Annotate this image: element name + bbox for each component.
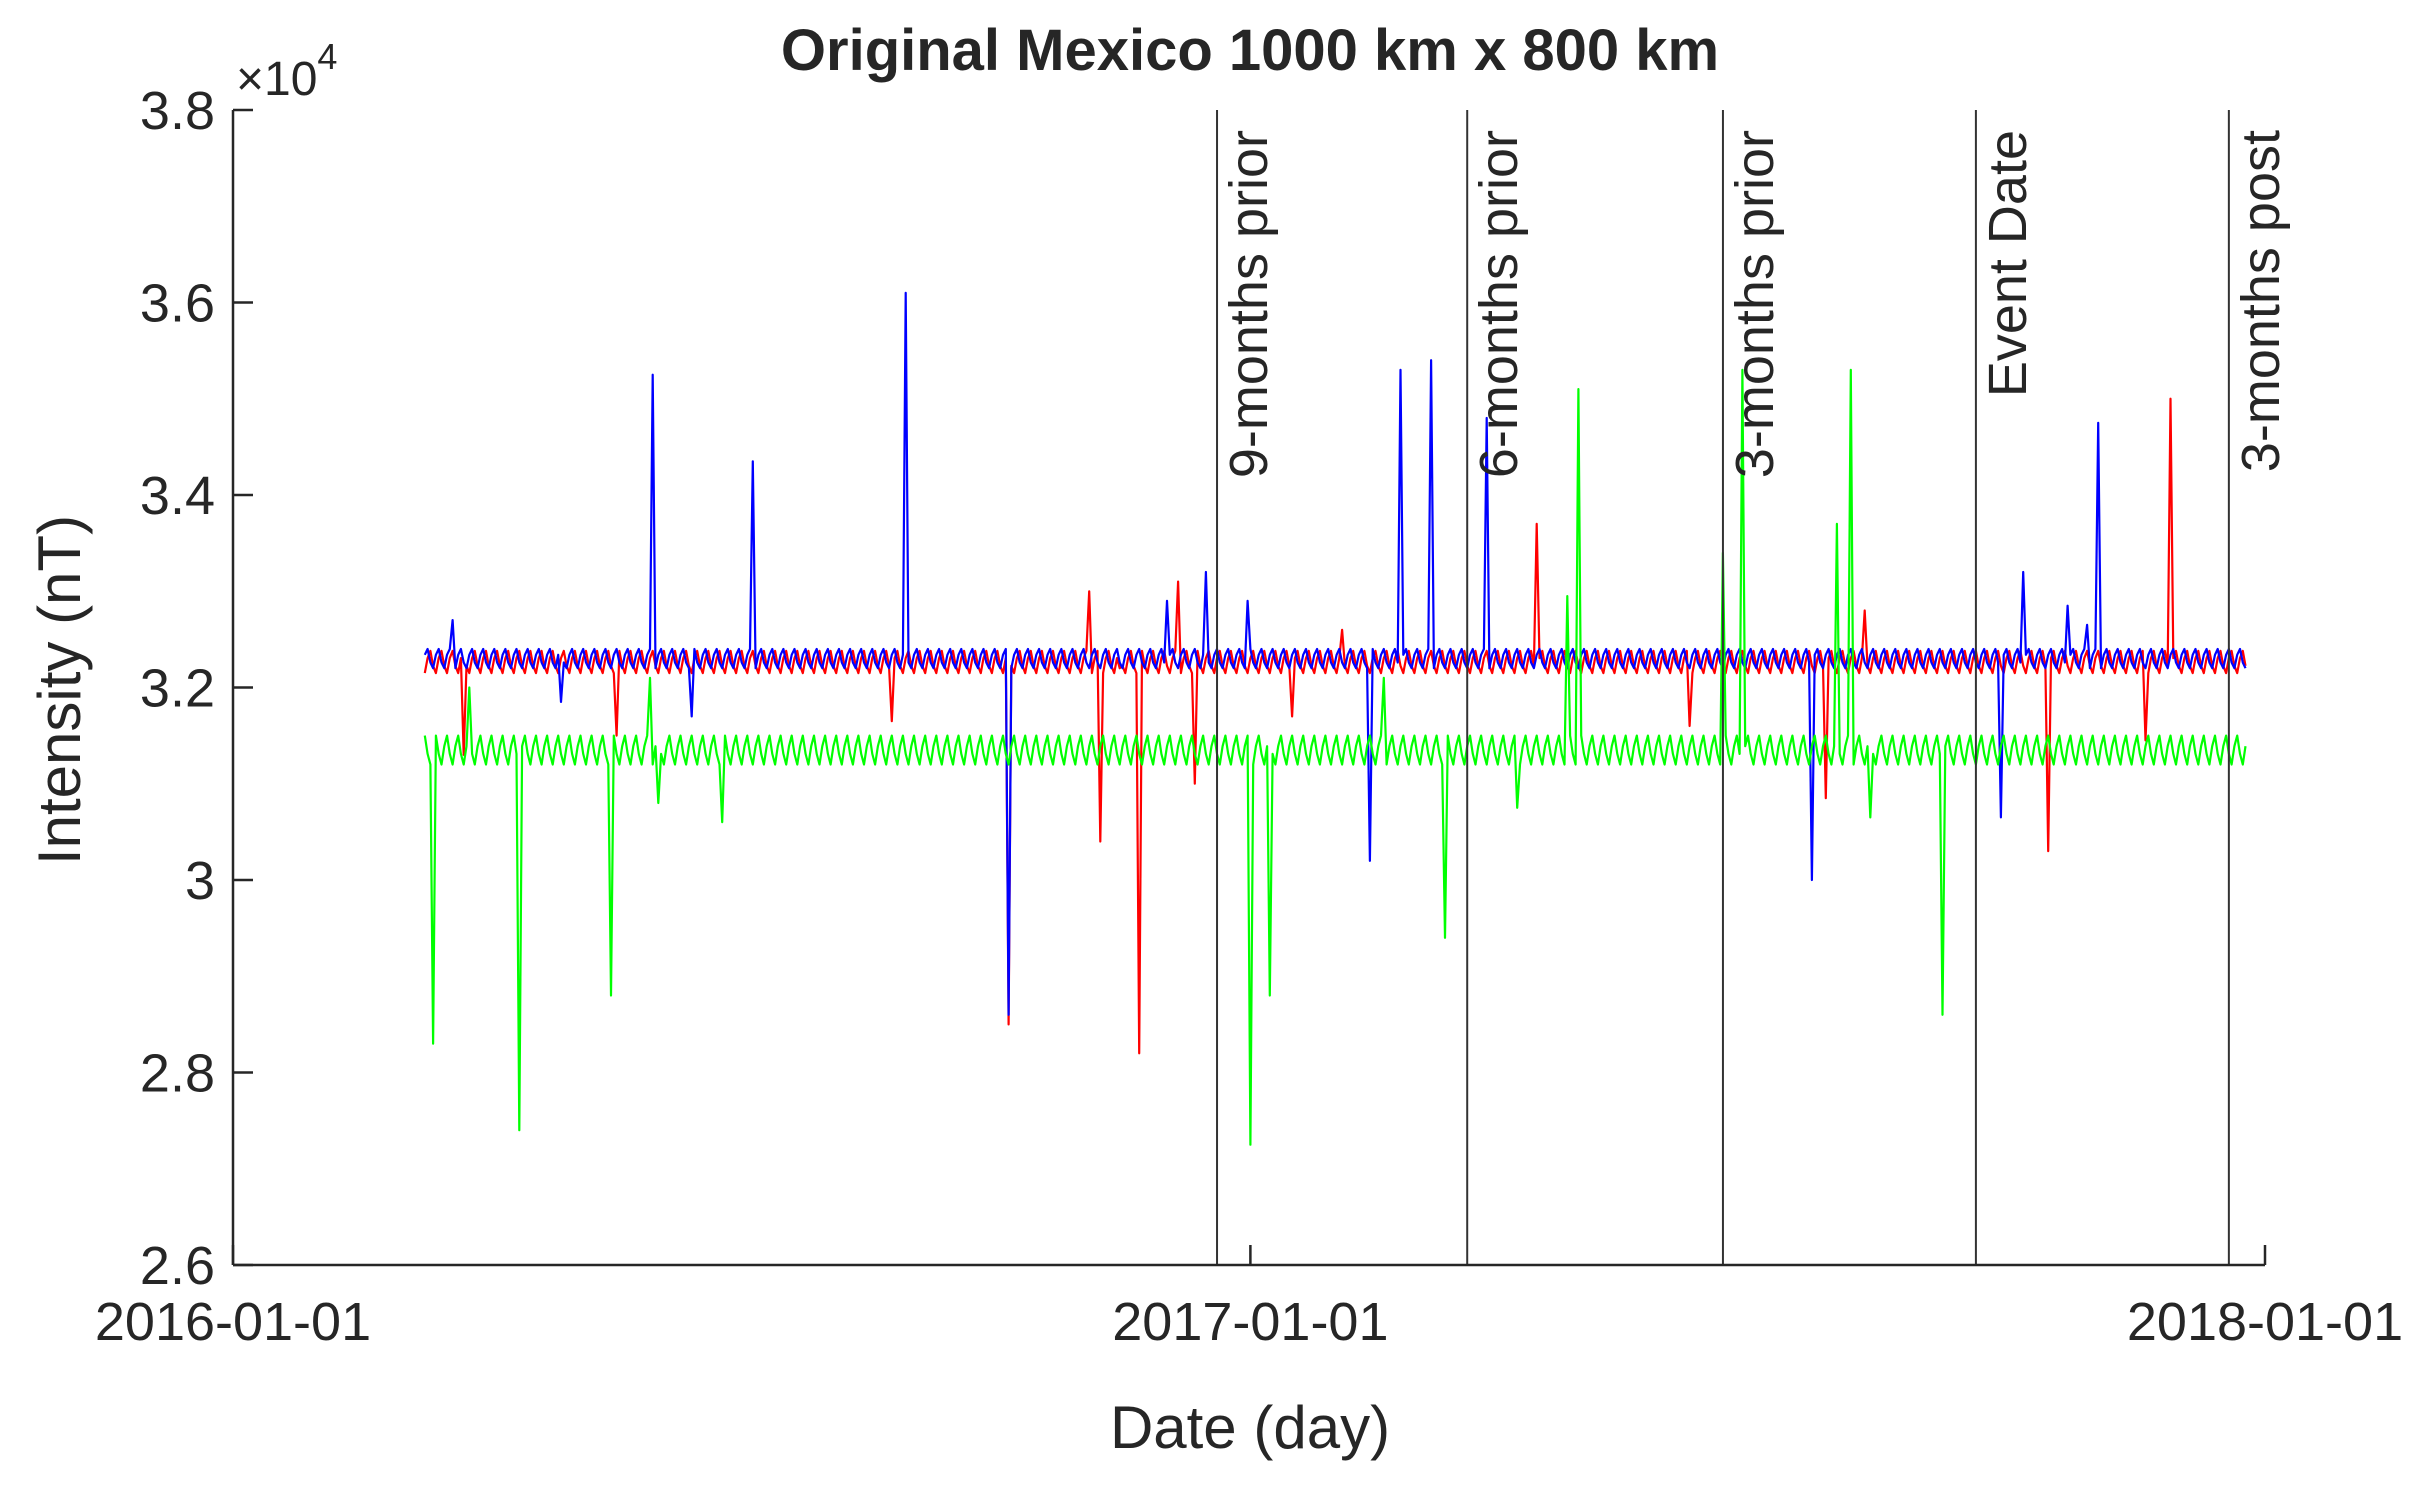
tick-labels: 2.6 2.8 3 3.2 3.4 3.6 3.8 2016-01-01 2017-01-01 2… [95,81,2403,1352]
y-tick-label: 2.6 [140,1236,215,1296]
y-tick-label: 3.2 [140,659,215,719]
x-axis-label: Date (day) [1110,1394,1390,1461]
vertical-line-label-3: 3-months prior [1725,130,1785,478]
y-exponent-power: 4 [317,36,337,77]
y-tick-label: 3.8 [140,81,215,141]
series-layer [423,291,2247,1146]
vertical-line-label-4: Event Date [1978,130,2038,397]
chart-title: Original Mexico 1000 km x 800 km [781,18,1719,83]
x-tick-label: 2018-01-01 [2127,1292,2403,1352]
vertical-line-label-2: 6-months prior [1469,130,1529,478]
y-tick-label: 3.4 [140,466,215,526]
svg-text:×104: ×104 [236,36,337,106]
axes [231,108,2267,1267]
y-axis-label: Intensity (nT) [26,515,93,865]
y-axis-exponent: ×104 [236,36,337,106]
x-tick-label: 2016-01-01 [95,1292,371,1352]
vertical-lines: 9-months prior 6-months prior 3-months pri… [1216,110,2291,1265]
vertical-line-label-5: 3-months post [2231,130,2291,472]
x-tick-label: 2017-01-01 [1112,1292,1388,1352]
y-tick-label: 2.8 [140,1044,215,1104]
y-tick-label: 3.6 [140,274,215,334]
series-line-green [423,368,2247,1146]
y-tick-label: 3 [185,851,215,911]
y-exponent-base: ×10 [236,53,317,106]
vertical-line-label-1: 9-months prior [1219,130,1279,478]
series-line-blue [423,291,2247,1016]
series-line-red [423,397,2247,1055]
